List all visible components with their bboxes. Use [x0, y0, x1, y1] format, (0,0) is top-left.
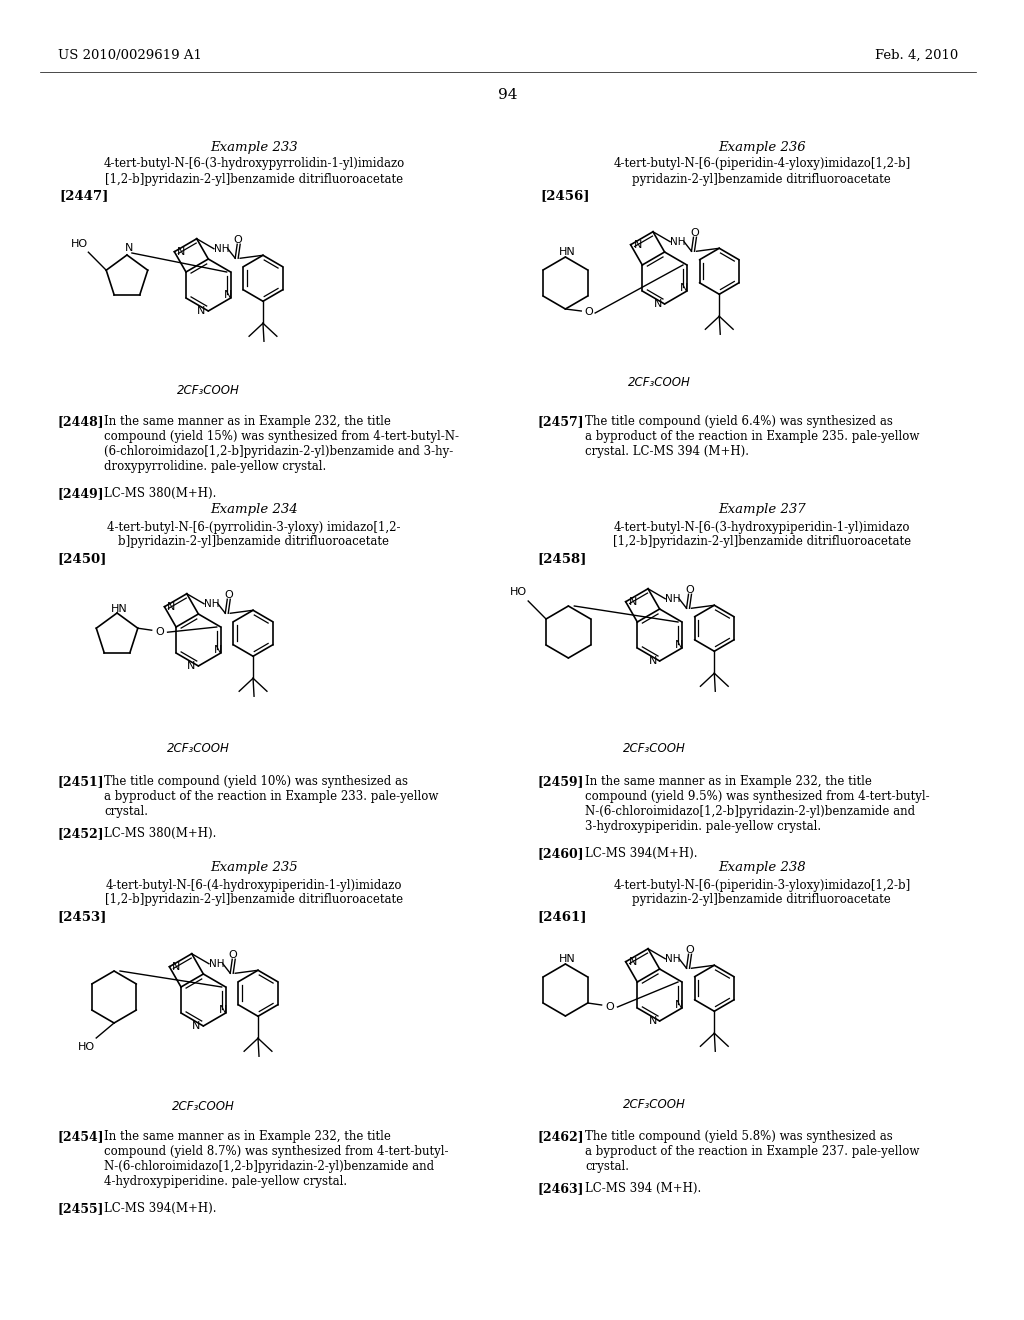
Text: N: N	[198, 306, 206, 315]
Text: Example 238: Example 238	[718, 862, 806, 874]
Text: [2454]: [2454]	[57, 1130, 104, 1143]
Text: 2CF₃COOH: 2CF₃COOH	[172, 1101, 234, 1114]
Text: O: O	[605, 1002, 614, 1012]
Text: N: N	[675, 640, 683, 649]
Text: b]pyridazin-2-yl]benzamide ditrifluoroacetate: b]pyridazin-2-yl]benzamide ditrifluoroac…	[119, 536, 389, 549]
Text: HO: HO	[71, 239, 88, 249]
Text: [2447]: [2447]	[59, 190, 109, 202]
Text: O: O	[233, 235, 243, 246]
Text: NH: NH	[671, 236, 686, 247]
Text: O: O	[156, 627, 164, 638]
Text: O: O	[685, 945, 694, 956]
Text: [2459]: [2459]	[538, 775, 584, 788]
Text: [1,2-b]pyridazin-2-yl]benzamide ditrifluoroacetate: [1,2-b]pyridazin-2-yl]benzamide ditriflu…	[612, 536, 911, 549]
Text: [1,2-b]pyridazin-2-yl]benzamide ditrifluoroacetate: [1,2-b]pyridazin-2-yl]benzamide ditriflu…	[104, 173, 403, 186]
Text: 2CF₃COOH: 2CF₃COOH	[628, 376, 691, 389]
Text: [2456]: [2456]	[541, 190, 590, 202]
Text: 94: 94	[498, 88, 517, 102]
Text: The title compound (yield 10%) was synthesized as
a byproduct of the reaction in: The title compound (yield 10%) was synth…	[104, 775, 438, 818]
Text: Example 233: Example 233	[210, 141, 298, 154]
Text: [2457]: [2457]	[538, 414, 585, 428]
Text: pyridazin-2-yl]benzamide ditrifluoroacetate: pyridazin-2-yl]benzamide ditrifluoroacet…	[633, 173, 891, 186]
Text: N: N	[214, 645, 222, 655]
Text: [2461]: [2461]	[538, 911, 587, 924]
Text: N: N	[125, 243, 133, 253]
Text: N: N	[629, 957, 637, 966]
Text: N: N	[648, 1016, 656, 1026]
Text: [2450]: [2450]	[57, 553, 106, 565]
Text: Example 235: Example 235	[210, 862, 298, 874]
Text: pyridazin-2-yl]benzamide ditrifluoroacetate: pyridazin-2-yl]benzamide ditrifluoroacet…	[633, 894, 891, 907]
Text: N: N	[193, 1020, 201, 1031]
Text: N: N	[187, 661, 196, 671]
Text: [2458]: [2458]	[538, 553, 587, 565]
Text: The title compound (yield 5.8%) was synthesized as
a byproduct of the reaction i: The title compound (yield 5.8%) was synt…	[586, 1130, 920, 1173]
Text: N: N	[177, 247, 185, 256]
Text: O: O	[585, 308, 594, 317]
Text: [2460]: [2460]	[538, 847, 585, 861]
Text: LC-MS 394(M+H).: LC-MS 394(M+H).	[586, 847, 697, 861]
Text: N: N	[680, 282, 688, 293]
Text: [1,2-b]pyridazin-2-yl]benzamide ditrifluoroacetate: [1,2-b]pyridazin-2-yl]benzamide ditriflu…	[104, 894, 403, 907]
Text: Example 236: Example 236	[718, 141, 806, 154]
Text: N: N	[653, 300, 662, 309]
Text: O: O	[224, 590, 232, 601]
Text: LC-MS 380(M+H).: LC-MS 380(M+H).	[104, 828, 216, 840]
Text: N: N	[629, 597, 637, 607]
Text: [2448]: [2448]	[57, 414, 104, 428]
Text: 4-tert-butyl-N-[6-(3-hydroxypyrrolidin-1-yl)imidazo: 4-tert-butyl-N-[6-(3-hydroxypyrrolidin-1…	[103, 157, 404, 170]
Text: N: N	[167, 602, 175, 611]
Text: Example 237: Example 237	[718, 503, 806, 516]
Text: [2452]: [2452]	[57, 828, 104, 840]
Text: LC-MS 394 (M+H).: LC-MS 394 (M+H).	[586, 1181, 701, 1195]
Text: NH: NH	[209, 958, 224, 969]
Text: HO: HO	[78, 1041, 95, 1052]
Text: [2453]: [2453]	[57, 911, 106, 924]
Text: LC-MS 380(M+H).: LC-MS 380(M+H).	[104, 487, 216, 500]
Text: In the same manner as in Example 232, the title
compound (yield 9.5%) was synthe: In the same manner as in Example 232, th…	[586, 775, 930, 833]
Text: [2463]: [2463]	[538, 1181, 584, 1195]
Text: [2449]: [2449]	[57, 487, 104, 500]
Text: O: O	[228, 950, 238, 960]
Text: HO: HO	[510, 587, 526, 597]
Text: Feb. 4, 2010: Feb. 4, 2010	[874, 49, 958, 62]
Text: LC-MS 394(M+H).: LC-MS 394(M+H).	[104, 1203, 217, 1214]
Text: HN: HN	[559, 247, 575, 257]
Text: In the same manner as in Example 232, the title
compound (yield 8.7%) was synthe: In the same manner as in Example 232, th…	[104, 1130, 449, 1188]
Text: N: N	[223, 290, 231, 300]
Text: N: N	[648, 656, 656, 667]
Text: 4-tert-butyl-N-[6-(piperidin-3-yloxy)imidazo[1,2-b]: 4-tert-butyl-N-[6-(piperidin-3-yloxy)imi…	[613, 879, 910, 891]
Text: Example 234: Example 234	[210, 503, 298, 516]
Text: [2455]: [2455]	[57, 1203, 104, 1214]
Text: 2CF₃COOH: 2CF₃COOH	[167, 742, 229, 755]
Text: O: O	[685, 585, 694, 595]
Text: [2462]: [2462]	[538, 1130, 585, 1143]
Text: HN: HN	[111, 605, 127, 614]
Text: In the same manner as in Example 232, the title
compound (yield 15%) was synthes: In the same manner as in Example 232, th…	[104, 414, 459, 473]
Text: US 2010/0029619 A1: US 2010/0029619 A1	[57, 49, 202, 62]
Text: HN: HN	[559, 954, 575, 964]
Text: N: N	[675, 1001, 683, 1010]
Text: 4-tert-butyl-N-[6-(3-hydroxypiperidin-1-yl)imidazo: 4-tert-butyl-N-[6-(3-hydroxypiperidin-1-…	[613, 520, 910, 533]
Text: N: N	[634, 240, 642, 249]
Text: 4-tert-butyl-N-[6-(pyrrolidin-3-yloxy) imidazo[1,2-: 4-tert-butyl-N-[6-(pyrrolidin-3-yloxy) i…	[108, 520, 400, 533]
Text: [2451]: [2451]	[57, 775, 104, 788]
Text: N: N	[218, 1005, 227, 1015]
Text: 2CF₃COOH: 2CF₃COOH	[177, 384, 240, 396]
Text: 4-tert-butyl-N-[6-(4-hydroxypiperidin-1-yl)imidazo: 4-tert-butyl-N-[6-(4-hydroxypiperidin-1-…	[105, 879, 402, 891]
Text: NH: NH	[214, 244, 229, 253]
Text: NH: NH	[666, 594, 681, 603]
Text: The title compound (yield 6.4%) was synthesized as
a byproduct of the reaction i: The title compound (yield 6.4%) was synt…	[586, 414, 920, 458]
Text: 4-tert-butyl-N-[6-(piperidin-4-yloxy)imidazo[1,2-b]: 4-tert-butyl-N-[6-(piperidin-4-yloxy)imi…	[613, 157, 910, 170]
Text: NH: NH	[666, 954, 681, 964]
Text: 2CF₃COOH: 2CF₃COOH	[624, 1098, 686, 1111]
Text: NH: NH	[204, 599, 219, 609]
Text: O: O	[690, 228, 698, 239]
Text: N: N	[172, 962, 180, 972]
Text: 2CF₃COOH: 2CF₃COOH	[624, 742, 686, 755]
